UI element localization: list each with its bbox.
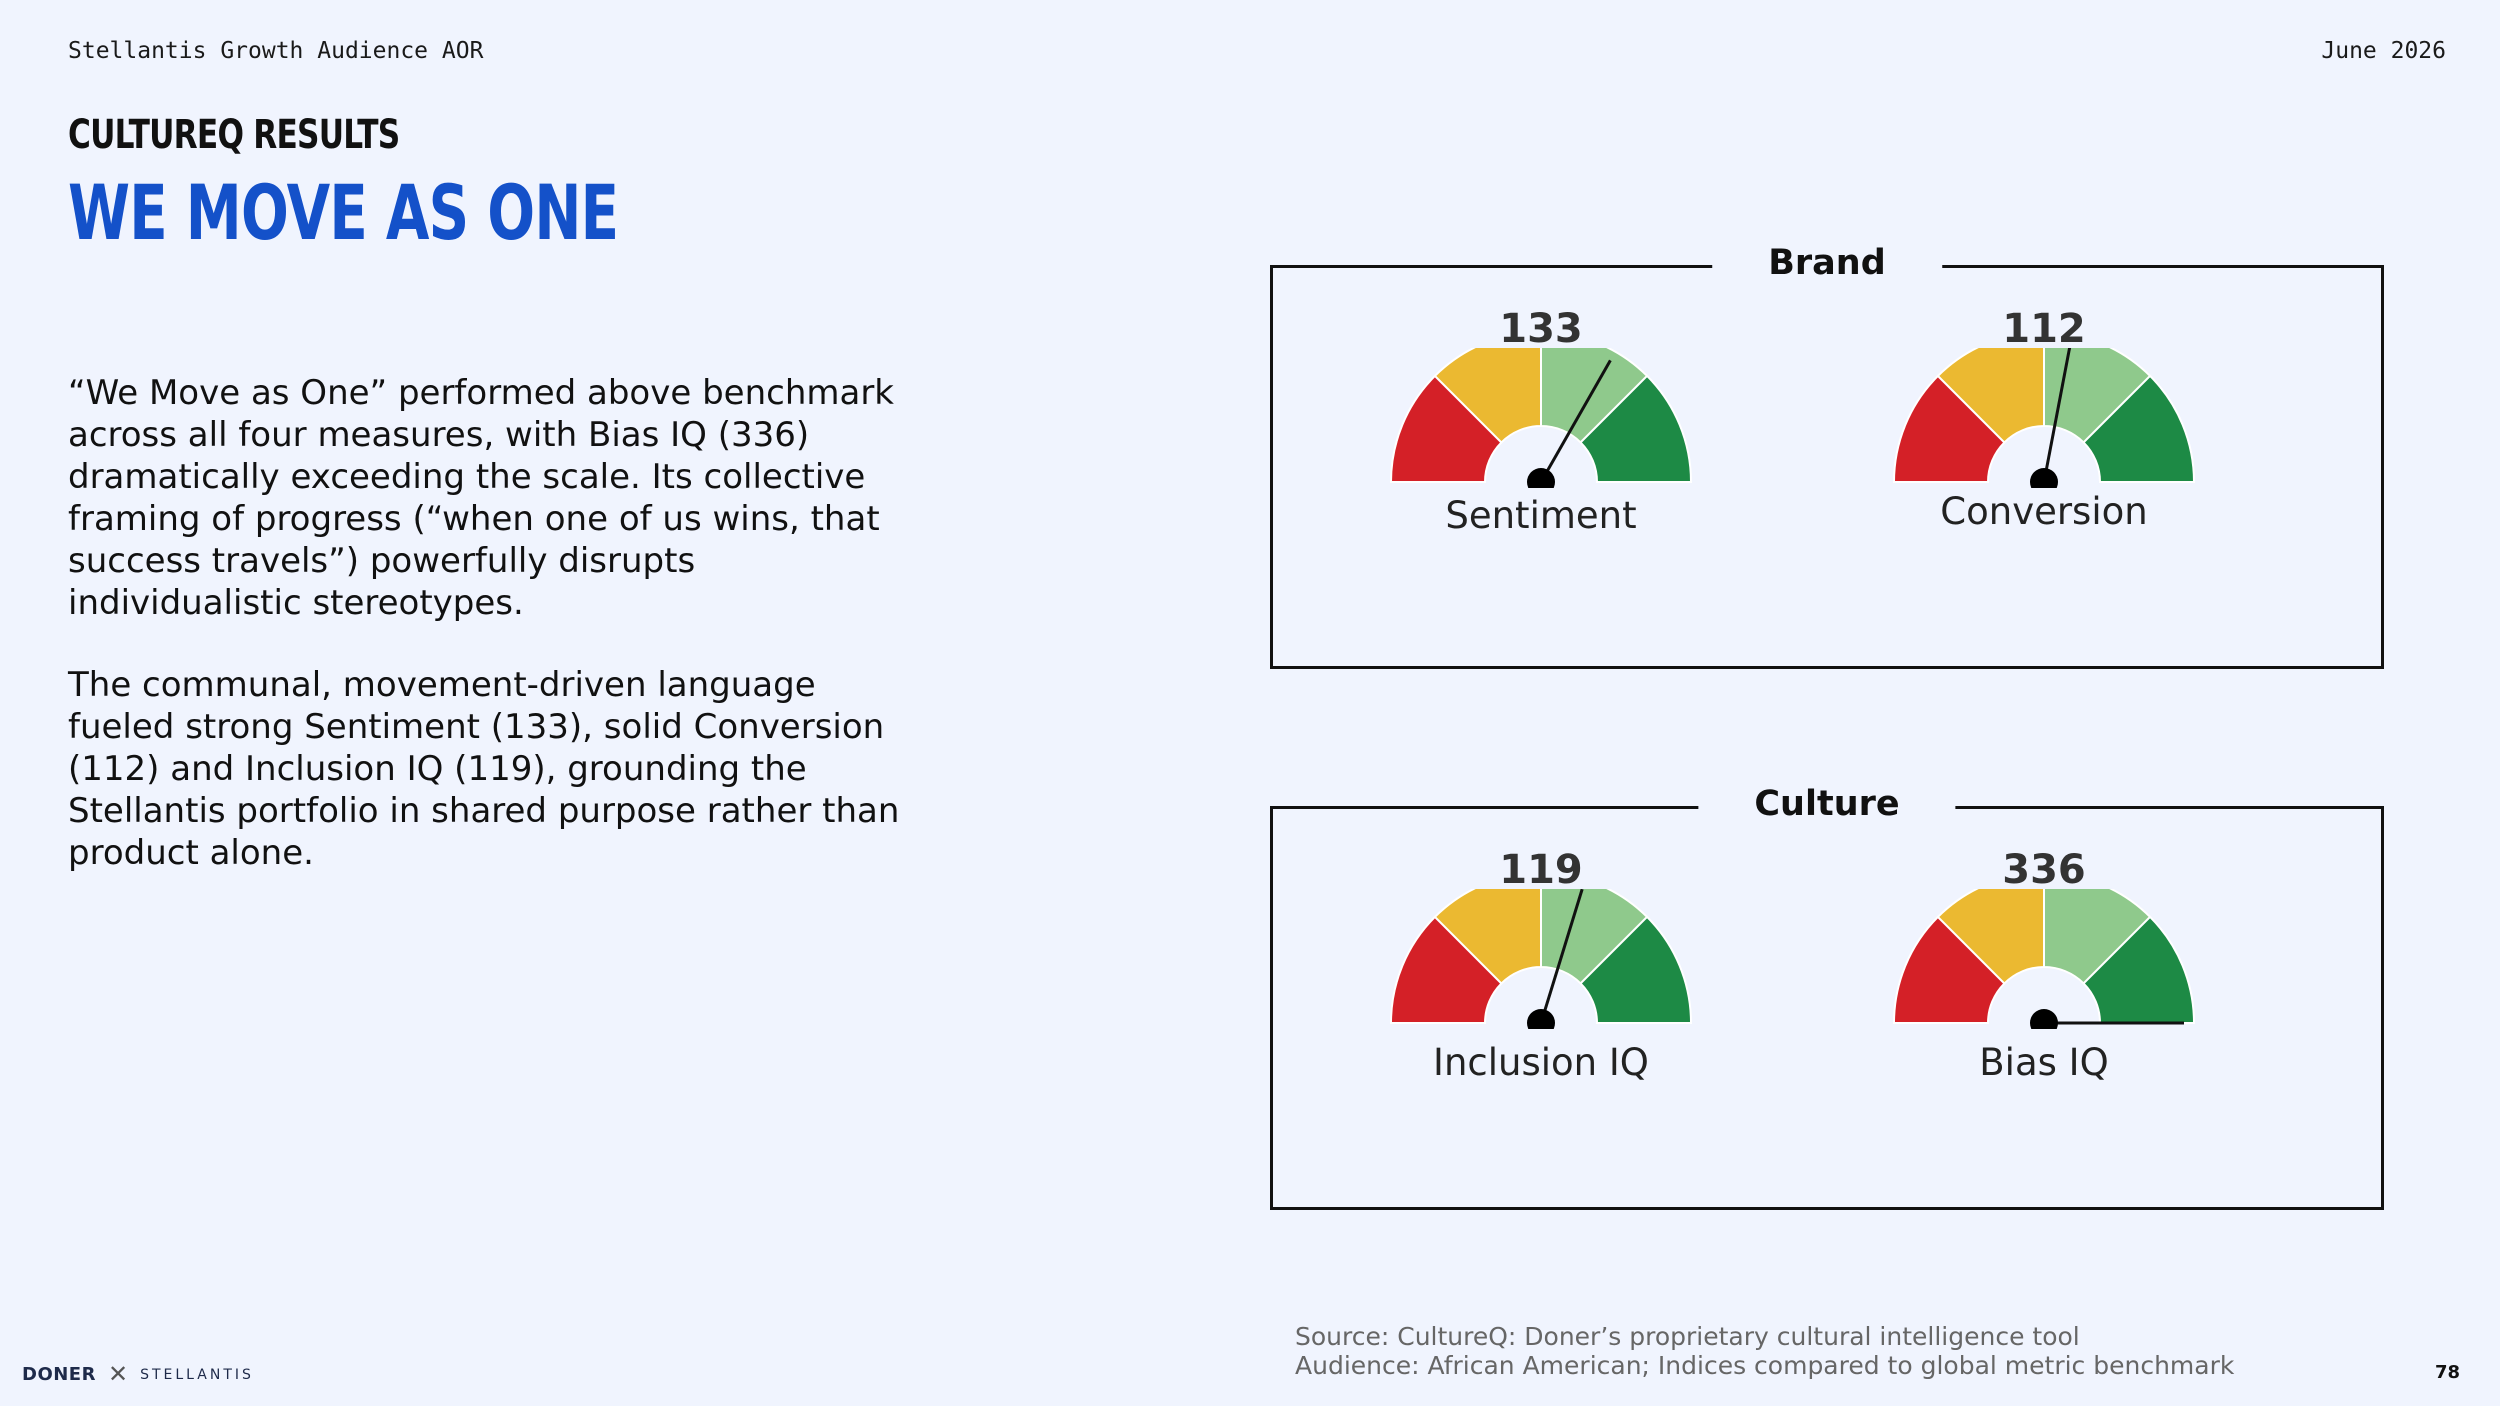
gauge-zone-yellow — [1936, 348, 2045, 444]
gauge-value: 133 — [1499, 306, 1583, 352]
source-line: Source: CultureQ: Doner’s proprietary cu… — [1295, 1322, 2080, 1351]
brand-panel-title: Brand — [1712, 238, 1942, 288]
bias-iq-gauge: 336 Bias IQ — [1884, 809, 2204, 1109]
source-note: Source: CultureQ: Doner’s proprietary cu… — [1295, 1322, 2234, 1380]
gauge-zone-yellow — [1936, 889, 2045, 985]
gauge-zone-dark-green — [1579, 915, 1693, 1024]
body-paragraph-2: The communal, movement-driven language f… — [68, 665, 900, 873]
sentiment-gauge: 133 Sentiment — [1381, 268, 1701, 568]
culture-panel-title: Culture — [1698, 779, 1956, 829]
gauge-label: Inclusion IQ — [1433, 1041, 1649, 1084]
gauge-zone-yellow — [1433, 889, 1542, 985]
section-kicker: CultureQ Results — [68, 112, 400, 158]
body-paragraph-1: “We Move as One” performed above benchma… — [68, 373, 894, 623]
gauge-label: Sentiment — [1445, 494, 1637, 537]
gauge-needle — [1539, 359, 1612, 483]
gauge-zone-dark-green — [2082, 915, 2196, 1024]
gauge-needle — [1539, 889, 1584, 1024]
gauge-needle-hub — [1527, 468, 1555, 488]
page-title: We Move As One — [68, 168, 619, 257]
gauge-zone-dark-green — [1579, 374, 1693, 483]
gauge-needle-hub — [2030, 468, 2058, 488]
conversion-gauge: 112 Conversion — [1884, 264, 2204, 564]
doner-logo: DONER — [22, 1364, 96, 1385]
gauge-dial — [1389, 889, 1693, 1029]
gauge-label: Bias IQ — [1979, 1041, 2109, 1084]
gauge-value: 119 — [1499, 847, 1583, 893]
gauge-zone-yellow — [1433, 348, 1542, 444]
page-number: 78 — [2434, 1362, 2460, 1383]
stellantis-logo: STELLANTIS — [140, 1366, 254, 1383]
gauge-dial — [1389, 348, 1693, 488]
gauge-value: 336 — [2002, 847, 2086, 893]
cross-icon: ✕ — [107, 1360, 129, 1388]
header-agency-title: Stellantis Growth Audience AOR — [68, 38, 484, 64]
footer-logo: DONER ✕ STELLANTIS — [22, 1360, 254, 1388]
gauge-needle — [2042, 348, 2072, 483]
gauge-value: 112 — [2002, 306, 2086, 352]
audience-line: Audience: African American; Indices comp… — [1295, 1351, 2235, 1380]
gauge-zone-dark-green — [2082, 374, 2196, 483]
brand-panel: Brand 133 Sentiment 112 Conversion — [1270, 238, 2384, 669]
inclusion-iq-gauge: 119 Inclusion IQ — [1381, 809, 1701, 1109]
culture-panel: Culture 119 Inclusion IQ 336 Bias IQ — [1270, 779, 2384, 1210]
gauge-needle-hub — [1527, 1009, 1555, 1029]
header-date: June 2026 — [2321, 38, 2446, 64]
gauge-dial — [1892, 348, 2196, 488]
gauge-label: Conversion — [1940, 490, 2148, 533]
gauge-needle-hub — [2030, 1009, 2058, 1029]
gauge-dial — [1892, 889, 2196, 1029]
